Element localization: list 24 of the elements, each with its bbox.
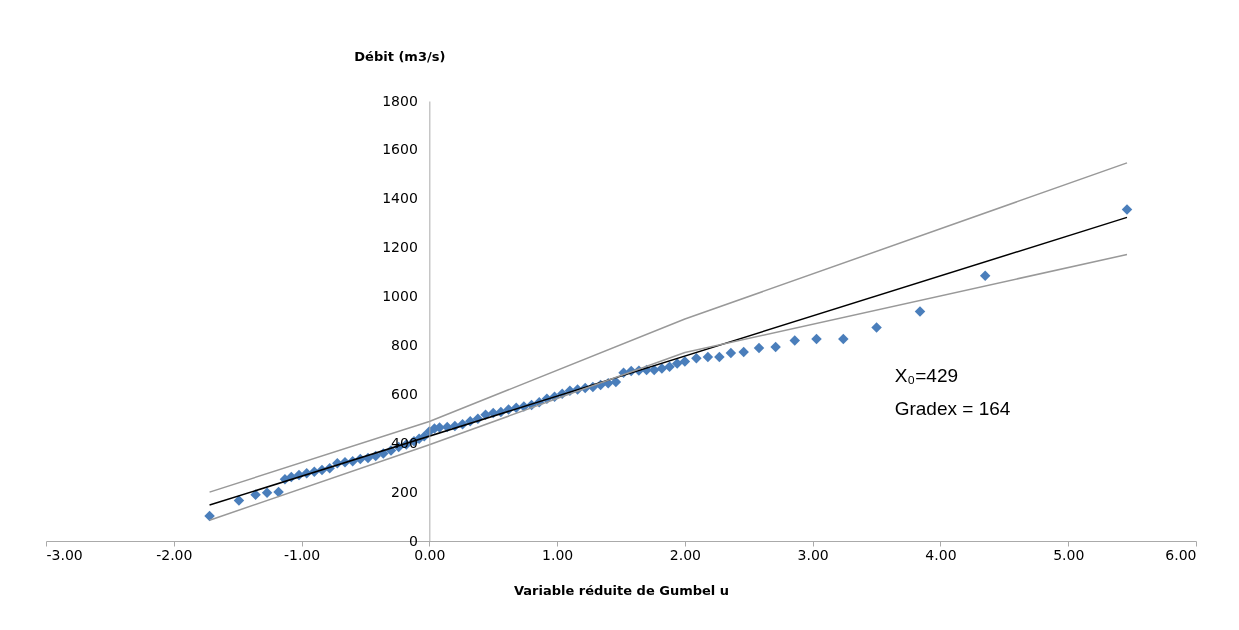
y-tick-label: 1400 (382, 190, 418, 207)
y-tick-label: 1600 (382, 141, 418, 158)
x-tick-label: 0.00 (414, 546, 446, 563)
annotation: X₀=429 (894, 365, 959, 386)
x-tick-label: -3.00 (46, 546, 83, 563)
y-tick-label: 1000 (382, 288, 418, 305)
y-tick-label: 200 (391, 483, 418, 500)
y-tick-label: 800 (391, 336, 418, 353)
y-axis-title: Débit (m3/s) (354, 48, 446, 64)
x-tick-label: 5.00 (1053, 546, 1085, 563)
annotation: Gradex = 164 (894, 398, 1011, 419)
x-tick-label: 3.00 (797, 546, 829, 563)
y-tick-label: 400 (391, 434, 418, 451)
y-tick-label: 600 (391, 385, 418, 402)
x-tick-label: -2.00 (156, 546, 193, 563)
x-tick-label: 6.00 (1165, 546, 1197, 563)
x-axis-title: Variable réduite de Gumbel u (513, 582, 730, 598)
x-tick-label: 4.00 (925, 546, 957, 563)
x-tick-label: 2.00 (669, 546, 701, 563)
y-tick-label: 1200 (382, 239, 418, 256)
y-tick-label: 0 (408, 532, 418, 549)
y-tick-label: 1800 (382, 92, 418, 109)
x-tick-label: 1.00 (542, 546, 574, 563)
x-tick-label: -1.00 (283, 546, 321, 563)
